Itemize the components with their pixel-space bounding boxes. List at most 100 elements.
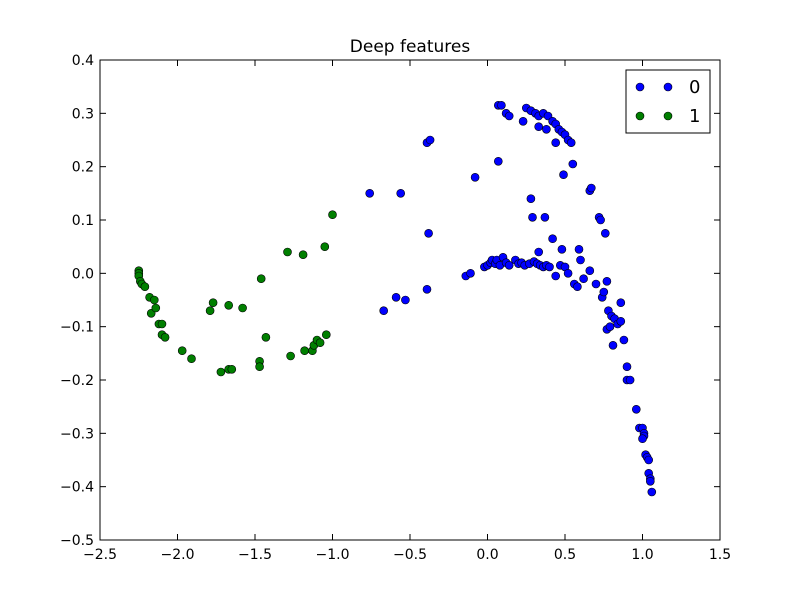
series-1-point [205,306,215,316]
series-1-point [298,250,308,259]
series-0-point [622,362,632,372]
series-0-point [579,274,588,284]
series-0-point [504,260,514,270]
series-1-point [238,303,247,313]
series-0-point [631,404,641,414]
series-0-point [493,157,503,166]
series-0-point [425,135,435,145]
series-0-point [379,306,389,316]
legend-marker [663,82,673,92]
legend-label: 1 [689,106,700,127]
series-0-point [605,322,615,332]
y-tick-label: 0.2 [72,160,94,176]
legend-box [625,69,711,134]
series-0-point [600,229,610,238]
series-0-point [574,245,584,254]
series-1-point [315,338,325,348]
y-tick-label: 0.0 [72,266,94,282]
series-1-point [157,319,167,329]
points-layer [134,101,657,497]
series-1-point [208,298,218,308]
series-1-point [216,367,226,377]
series-0-point [644,455,654,465]
y-tick-label: −0.4 [60,480,94,496]
series-0-point [545,262,554,272]
series-0-point [586,183,596,193]
series-0-point [599,287,609,297]
series-0-point [576,255,585,265]
series-0-point [563,268,573,278]
chart-title: Deep features [350,37,471,57]
series-1-point [286,351,295,361]
series-0-point [559,170,568,179]
series-0-point [526,194,536,203]
series-0-point [391,292,401,302]
legend-marker [635,111,645,121]
series-0-point [534,247,544,257]
x-tick-label: −2.0 [161,547,195,563]
tick-layer: −2.5 −2.0 −1.5 −1.0 −0.5 0.0 0.5 1.0 1.5 0.4 0.3 0.… [60,53,731,563]
y-tick-label: 0.4 [72,53,94,69]
y-tick-label: −0.5 [60,533,94,549]
series-0-point [401,295,410,305]
series-0-point [647,487,657,497]
series-0-point [548,234,557,243]
y-tick-label: −0.3 [60,426,94,442]
series-1-point [256,274,266,284]
x-tick-label: 0.0 [476,547,498,563]
series-0-point [424,229,433,238]
series-0-point [551,138,561,147]
series-0-point [422,284,432,294]
x-tick-label: −1.5 [238,547,272,563]
series-0-point [585,266,595,276]
y-tick-label: 0.3 [72,106,94,122]
series-0-point [497,101,506,110]
x-tick-label: −0.5 [393,547,427,563]
series-0-point [616,316,626,326]
y-tick-label: −0.2 [60,373,94,389]
series-0-point [619,335,629,345]
series-1-point [160,332,170,342]
series-0-point [542,125,551,134]
series-0-point [534,122,544,131]
x-tick-label: −1.0 [316,547,350,563]
series-0-point [528,213,537,222]
series-0-point [602,276,612,286]
x-tick-label: 1.5 [709,547,731,563]
series-0-point [638,434,647,444]
series-1-point [261,332,271,342]
series-1-point [300,346,309,356]
legend-label: 0 [689,77,700,98]
series-1-point [150,295,159,305]
x-tick-label: −2.5 [83,547,117,563]
series-1-point [283,247,292,257]
series-0-point [551,271,561,281]
series-0-point [591,279,601,289]
series-0-point [540,213,550,222]
series-0-point [568,159,578,169]
series-1-point [227,364,237,374]
series-1-point [187,354,196,364]
series-1-point [321,330,331,340]
series-0-point [625,375,635,385]
series-1-point [328,210,337,219]
series-1-point [151,303,161,313]
x-tick-label: 1.0 [631,547,653,563]
legend-marker [663,111,673,121]
series-1-point [320,242,330,251]
series-1-point [140,282,150,292]
series-0-point [518,117,528,126]
series-0-point [573,282,582,292]
legend-marker [635,82,645,92]
series-0-point [566,138,576,147]
series-0-point [396,189,406,198]
y-tick-label: −0.1 [60,320,94,336]
series-1-point [255,362,264,372]
y-tick-label: 0.1 [72,213,94,229]
series-0-point [365,189,375,198]
series-0-point [616,298,626,308]
legend: 01 [625,69,711,134]
series-0-point [557,245,567,254]
series-1-point [177,346,187,356]
